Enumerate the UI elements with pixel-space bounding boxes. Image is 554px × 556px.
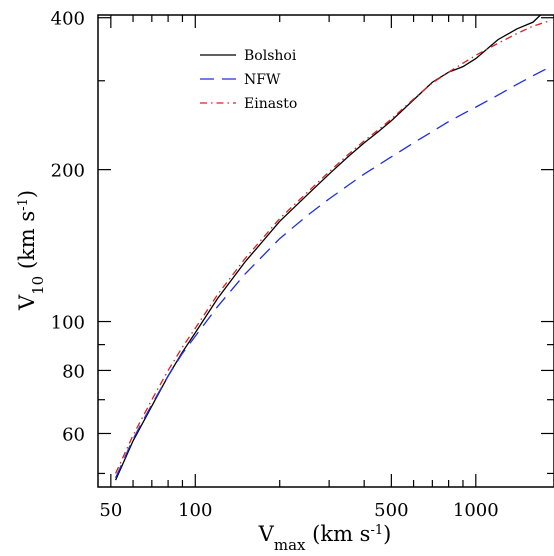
series-layer (115, 15, 552, 481)
y-tick-label: 100 (51, 313, 85, 334)
x-tick-label: 1000 (453, 500, 499, 521)
x-axis-title: Vmax (km s-1) (258, 522, 392, 552)
series-line-bolshoi (115, 15, 541, 481)
y-tick-label: 60 (62, 424, 85, 445)
y-axis-title-main: V (15, 294, 39, 311)
plot-frame (97, 14, 554, 488)
series-line-nfw (115, 66, 552, 479)
x-axis-title-main: V (258, 522, 275, 546)
y-axis-title: V10 (km s-1) (15, 190, 47, 311)
legend: Bolshoi NFW Einasto (200, 48, 297, 112)
y-axis-title-exp: -1 (16, 198, 31, 211)
y-axis-title-sub: 10 (29, 276, 47, 295)
legend-label-bolshoi: Bolshoi (244, 48, 297, 64)
x-tick-label: 100 (178, 500, 212, 521)
x-tick-label: 50 (99, 500, 122, 521)
y-tick-label: 80 (62, 361, 85, 382)
legend-label-einasto: Einasto (244, 96, 297, 112)
y-axis-title-close: ) (15, 190, 39, 198)
series-line-einasto (115, 19, 551, 474)
y-axis-title-units: (km s (15, 211, 39, 276)
axis-labels: Vmax (km s-1)V10 (km s-1) (15, 190, 392, 554)
y-tick-label: 200 (51, 161, 85, 182)
axes-layer: 50 100 500 1000 60 80 100 200 400 (51, 9, 554, 521)
x-axis-title-close: ) (383, 522, 391, 546)
x-axis-title-units: (km s (305, 522, 370, 546)
x-tick-label: 500 (374, 500, 408, 521)
y-tick-label: 400 (51, 9, 85, 30)
x-axis-title-sub: max (274, 536, 306, 552)
x-axis-title-exp: -1 (370, 523, 383, 538)
legend-label-nfw: NFW (244, 72, 281, 88)
